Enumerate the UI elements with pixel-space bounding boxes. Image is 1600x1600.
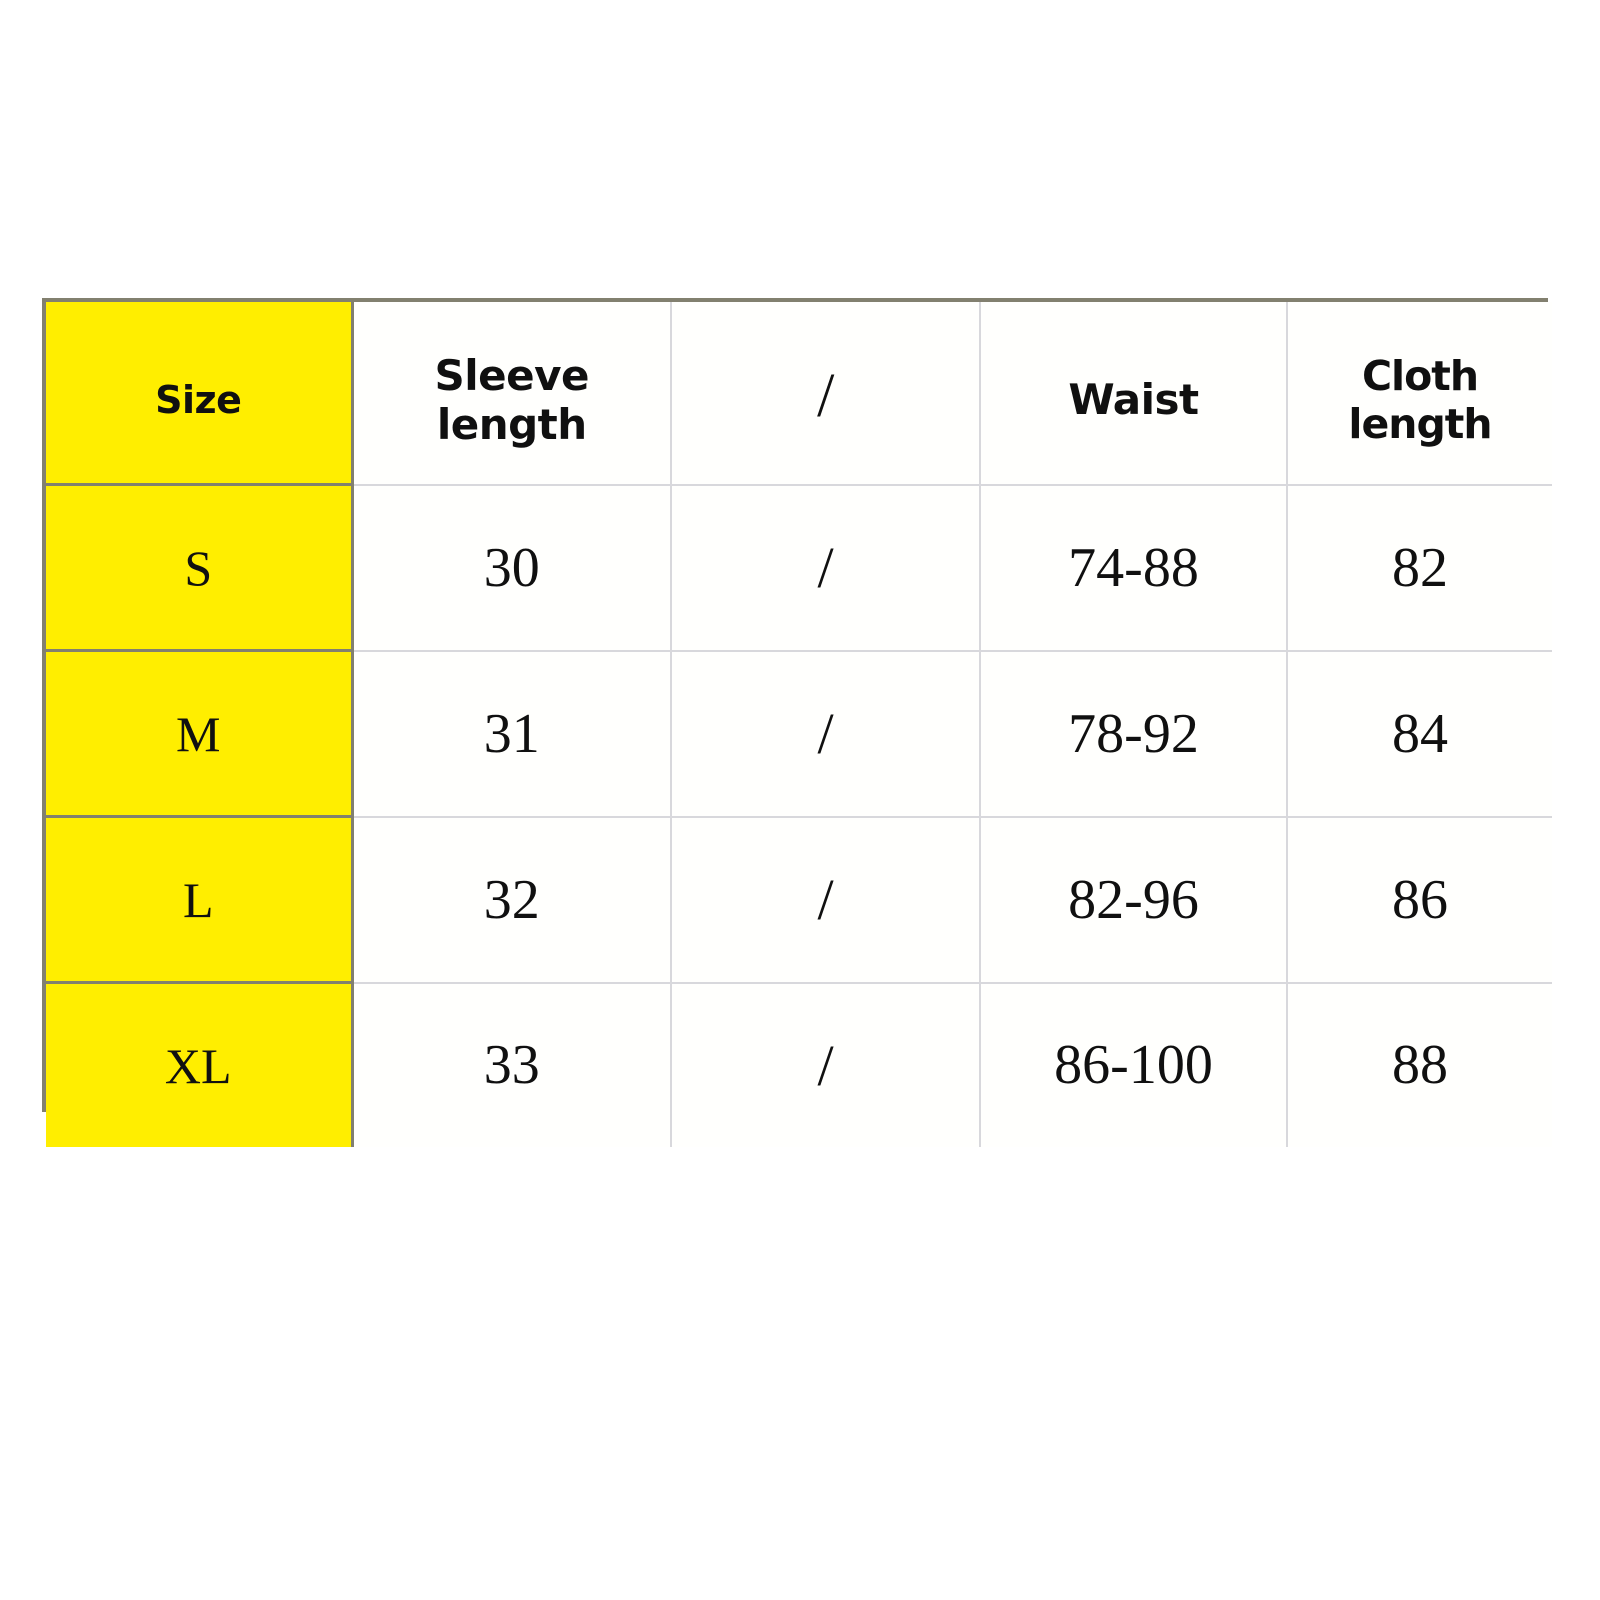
cell-cloth-length: 84 [1287, 650, 1552, 818]
table-row: M 31 / 78-92 84 [46, 650, 1552, 818]
table-row: L 32 / 82-96 86 [46, 816, 1552, 984]
cell-waist: 74-88 [980, 484, 1288, 652]
size-chart-table: Size Sleeve length / Waist Cloth length … [42, 298, 1552, 1147]
column-header-cloth-length: Cloth length [1287, 302, 1552, 486]
cell-size: M [46, 650, 354, 818]
cell-slash: / [671, 650, 981, 818]
cell-waist: 78-92 [980, 650, 1288, 818]
cell-sleeve-length: 31 [352, 650, 672, 818]
column-header-size: Size [46, 302, 354, 486]
cell-waist: 82-96 [980, 816, 1288, 984]
cell-sleeve-length: 32 [352, 816, 672, 984]
cell-cloth-length: 82 [1287, 484, 1552, 652]
column-header-sleeve-length: Sleeve length [352, 302, 672, 486]
cell-sleeve-length: 30 [352, 484, 672, 652]
measurements-table: Size Sleeve length / Waist Cloth length … [46, 302, 1552, 1147]
table-row: S 30 / 74-88 82 [46, 484, 1552, 652]
cell-sleeve-length: 33 [352, 982, 672, 1147]
cell-slash: / [671, 982, 981, 1147]
column-header-slash: / [671, 302, 981, 486]
column-header-waist: Waist [980, 302, 1288, 486]
table-header-row: Size Sleeve length / Waist Cloth length [46, 302, 1552, 486]
cell-size: XL [46, 982, 354, 1147]
cell-size: S [46, 484, 354, 652]
cell-cloth-length: 88 [1287, 982, 1552, 1147]
cell-cloth-length: 86 [1287, 816, 1552, 984]
cell-waist: 86-100 [980, 982, 1288, 1147]
cell-slash: / [671, 484, 981, 652]
table-row: XL 33 / 86-100 88 [46, 982, 1552, 1147]
cell-size: L [46, 816, 354, 984]
cell-slash: / [671, 816, 981, 984]
